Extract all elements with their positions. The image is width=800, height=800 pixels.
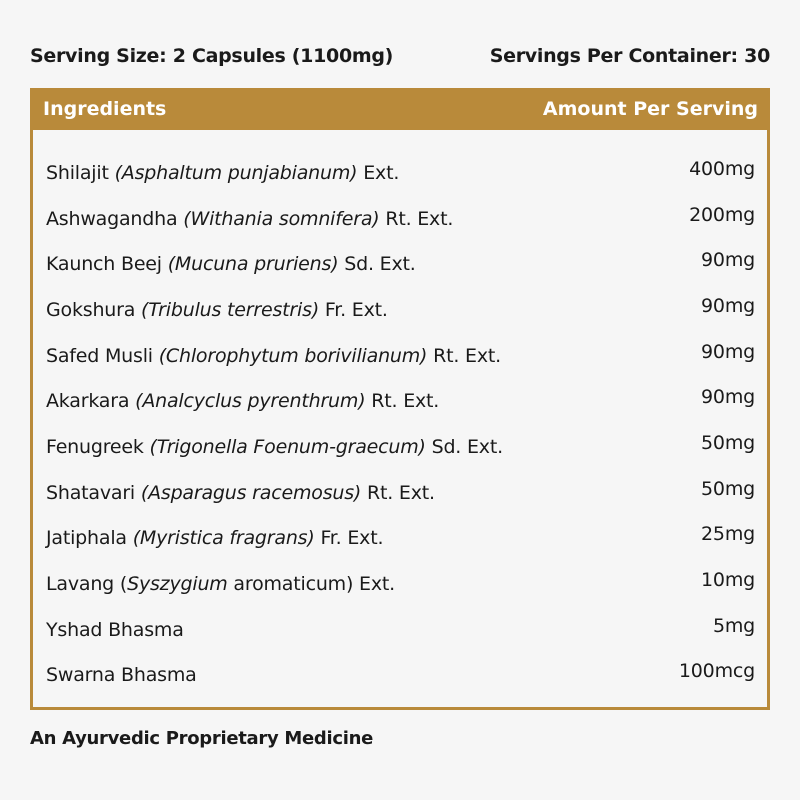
- table-row: Jatiphala (Myristica fragrans) Fr. Ext. 2…: [33, 516, 767, 562]
- name-part: Fenugreek: [46, 435, 150, 458]
- ingredient-amount: 5mg: [712, 614, 755, 637]
- latin-name: (Chlorophytum borivilianum): [158, 344, 428, 367]
- latin-name: (Trigonella Foenum-graecum): [149, 435, 426, 458]
- header-amount: Amount Per Serving: [542, 98, 758, 120]
- name-part: Rt. Ext.: [427, 344, 501, 367]
- name-part: Shilajit: [46, 161, 115, 184]
- name-part: Kaunch Beej: [46, 253, 168, 276]
- ingredient-name: Akarkara (Analcyclus pyrenthrum) Rt. Ext…: [46, 390, 439, 412]
- ingredient-amount: 100mcg: [678, 660, 755, 683]
- name-part: Gokshura: [46, 298, 142, 321]
- ingredient-name: Yshad Bhasma: [46, 619, 184, 641]
- table-row: Akarkara (Analcyclus pyrenthrum) Rt. Ext…: [33, 378, 767, 424]
- name-part: Sd. Ext.: [425, 435, 504, 458]
- latin-name: (Withania somnifera): [183, 207, 380, 230]
- table-row: Lavang (Syszygium aromaticum) Ext. 10mg: [33, 561, 767, 607]
- latin-name: (Mucuna pruriens): [167, 253, 339, 276]
- table-row: Fenugreek (Trigonella Foenum-graecum) Sd…: [33, 424, 767, 470]
- ingredient-amount: 10mg: [701, 569, 755, 592]
- ingredient-name: Ashwagandha (Withania somnifera) Rt. Ext…: [46, 208, 453, 230]
- ingredient-amount: 90mg: [701, 340, 755, 363]
- ingredient-name: Fenugreek (Trigonella Foenum-graecum) Sd…: [46, 436, 503, 458]
- name-part: aromaticum) Ext.: [227, 573, 395, 596]
- name-part: Safed Musli: [46, 344, 159, 367]
- ingredient-name: Shatavari (Asparagus racemosus) Rt. Ext.: [46, 482, 435, 504]
- latin-name: Syszygium: [127, 573, 228, 596]
- name-part: Swarna Bhasma: [46, 664, 197, 687]
- header-ingredients: Ingredients: [43, 98, 167, 120]
- ingredient-name: Gokshura (Tribulus terrestris) Fr. Ext.: [46, 299, 388, 321]
- name-part: Ext.: [357, 161, 400, 184]
- name-part: Lavang (: [46, 573, 128, 596]
- table-row: Safed Musli (Chlorophytum borivilianum) …: [33, 333, 767, 379]
- ingredients-table: Ingredients Amount Per Serving Shilajit …: [30, 88, 770, 710]
- name-part: Sd. Ext.: [338, 253, 416, 276]
- table-row: Yshad Bhasma 5mg: [33, 607, 767, 653]
- latin-name: (Myristica fragrans): [132, 527, 315, 550]
- latin-name: (Tribulus terrestris): [141, 298, 320, 321]
- ingredient-name: Lavang (Syszygium aromaticum) Ext.: [46, 573, 395, 595]
- latin-name: (Asparagus racemosus): [140, 481, 362, 504]
- table-row: Gokshura (Tribulus terrestris) Fr. Ext. 9…: [33, 287, 767, 333]
- servings-per-container: Servings Per Container: 30: [489, 45, 771, 67]
- ingredient-name: Shilajit (Asphaltum punjabianum) Ext.: [46, 162, 399, 184]
- table-row: Ashwagandha (Withania somnifera) Rt. Ext…: [33, 196, 767, 242]
- name-part: Fr. Ext.: [319, 298, 388, 321]
- ingredient-amount: 50mg: [701, 431, 755, 454]
- ingredient-name: Swarna Bhasma: [46, 664, 197, 686]
- serving-size: Serving Size: 2 Capsules (1100mg): [30, 45, 394, 67]
- name-part: Yshad Bhasma: [46, 618, 184, 641]
- ingredient-amount: 90mg: [701, 294, 755, 317]
- ingredient-name: Safed Musli (Chlorophytum borivilianum) …: [46, 345, 501, 367]
- ingredient-amount: 90mg: [701, 386, 755, 409]
- name-part: Rt. Ext.: [365, 390, 440, 413]
- name-part: Rt. Ext.: [361, 481, 435, 504]
- footer-note: An Ayurvedic Proprietary Medicine: [30, 728, 373, 749]
- ingredient-name: Kaunch Beej (Mucuna pruriens) Sd. Ext.: [46, 253, 416, 275]
- name-part: Rt. Ext.: [379, 207, 454, 230]
- name-part: Shatavari: [46, 481, 141, 504]
- ingredient-amount: 50mg: [701, 477, 755, 500]
- name-part: Fr. Ext.: [314, 527, 384, 550]
- table-row: Swarna Bhasma 100mcg: [33, 653, 767, 699]
- latin-name: (Analcyclus pyrenthrum): [135, 390, 366, 413]
- latin-name: (Asphaltum punjabianum): [114, 161, 358, 184]
- ingredient-amount: 200mg: [689, 203, 755, 226]
- table-row: Shatavari (Asparagus racemosus) Rt. Ext.…: [33, 470, 767, 516]
- name-part: Akarkara: [46, 390, 136, 413]
- table-row: Shilajit (Asphaltum punjabianum) Ext. 400…: [33, 150, 767, 196]
- name-part: Jatiphala: [46, 527, 133, 550]
- table-row: Kaunch Beej (Mucuna pruriens) Sd. Ext. 90…: [33, 241, 767, 287]
- table-body: Shilajit (Asphaltum punjabianum) Ext. 400…: [33, 130, 767, 698]
- table-header: Ingredients Amount Per Serving: [30, 88, 770, 130]
- ingredient-amount: 400mg: [689, 157, 755, 180]
- name-part: Ashwagandha: [46, 207, 184, 230]
- serving-info: Serving Size: 2 Capsules (1100mg) Servin…: [30, 45, 770, 67]
- ingredient-name: Jatiphala (Myristica fragrans) Fr. Ext.: [46, 527, 383, 549]
- ingredient-amount: 90mg: [701, 249, 755, 272]
- ingredient-amount: 25mg: [701, 523, 755, 546]
